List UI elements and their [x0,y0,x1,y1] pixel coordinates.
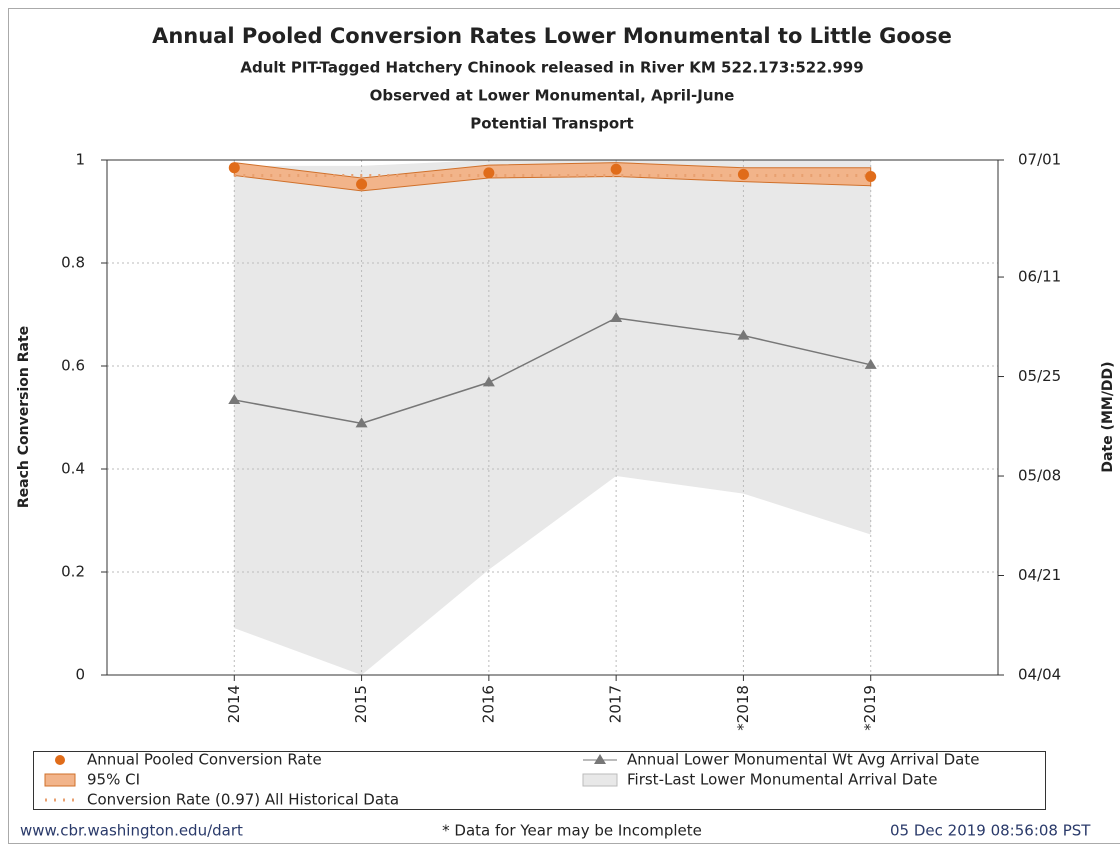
subtitle: Potential Transport [470,115,633,133]
outer-frame [8,8,1120,844]
series-line [234,317,871,425]
y-tick-label: 0.6 [61,357,85,375]
legend-label: Annual Lower Monumental Wt Avg Arrival D… [627,751,980,769]
footer-right: 05 Dec 2019 08:56:08 PST [890,822,1091,840]
legend-box [33,751,1046,810]
y2-tick-label: 04/04 [1018,666,1061,684]
footer-left: www.cbr.washington.edu/dart [20,822,243,840]
band [234,160,871,675]
x-tick-label: 2016 [479,685,497,723]
y2-axis-label: Date (MM/DD) [1100,361,1116,472]
legend-marker [582,773,618,787]
triangle-marker [228,393,241,404]
x-tick-label: 2014 [225,685,243,723]
y2-tick-label: 04/21 [1018,566,1061,584]
y-axis-label: Reach Conversion Rate [16,326,32,508]
legend-marker [55,755,65,765]
point [228,162,240,174]
legend-label: Conversion Rate (0.97) All Historical Da… [87,791,399,809]
legend-marker [44,773,76,787]
legend-label: Annual Pooled Conversion Rate [87,751,322,769]
x-tick-label: *2019 [861,685,879,731]
x-tick-label: 2015 [352,685,370,723]
subtitle: Adult PIT-Tagged Hatchery Chinook releas… [240,59,863,77]
band [233,162,872,192]
y-tick-label: 0.2 [61,563,85,581]
point [356,178,368,190]
y-tick-label: 0 [75,666,85,684]
legend-label: First-Last Lower Monumental Arrival Date [627,771,938,789]
triangle-marker [482,376,495,387]
y2-tick-label: 07/01 [1018,151,1061,169]
triangle-marker [737,329,750,340]
y-tick-label: 1 [75,151,85,169]
y2-tick-label: 05/25 [1018,367,1061,385]
point [737,168,749,180]
triangle-marker [355,417,368,428]
chart-title: Annual Pooled Conversion Rates Lower Mon… [152,24,952,48]
plot-frame [106,159,999,676]
y-tick-label: 0.4 [61,460,85,478]
point [483,167,495,179]
y2-tick-label: 05/08 [1018,467,1061,485]
footer-center: * Data for Year may be Incomplete [442,822,702,840]
y2-tick-label: 06/11 [1018,268,1061,286]
legend-label: 95% CI [87,771,140,789]
triangle-marker [594,754,606,764]
y-tick-label: 0.8 [61,254,85,272]
x-tick-label: *2018 [734,685,752,731]
triangle-marker [610,312,623,323]
subtitle: Observed at Lower Monumental, April-June [370,87,735,105]
triangle-marker [864,358,877,369]
x-tick-label: 2017 [607,685,625,723]
point [865,170,877,182]
point [610,163,622,175]
